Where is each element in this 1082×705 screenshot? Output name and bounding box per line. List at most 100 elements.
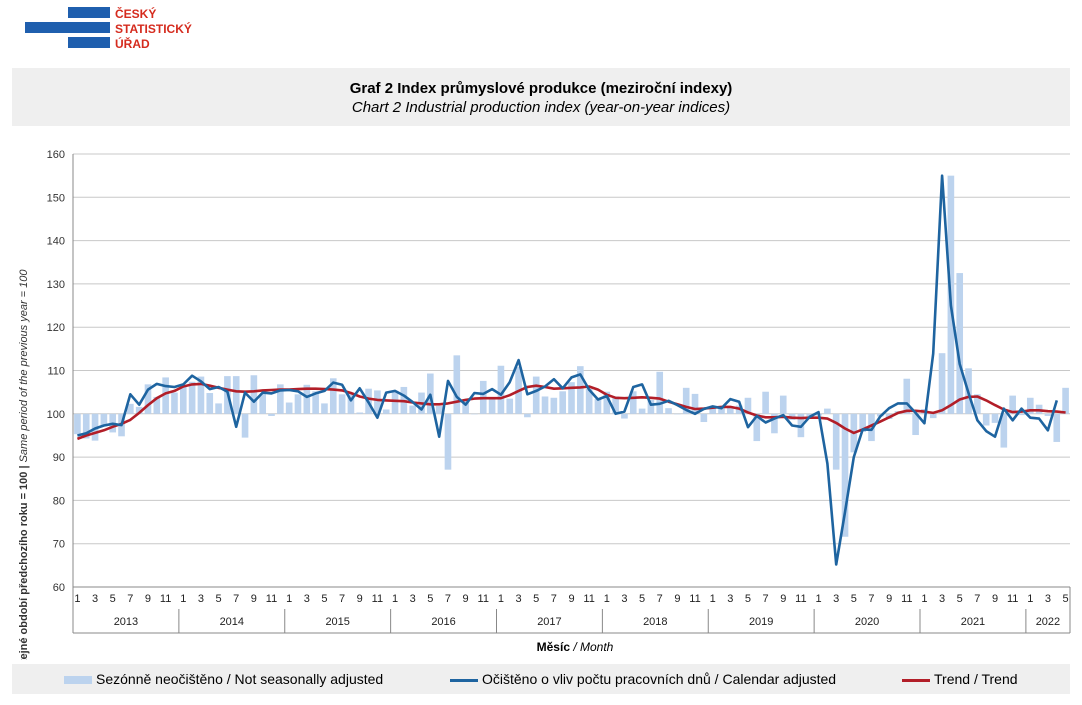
bar bbox=[197, 376, 205, 414]
year-label: 2020 bbox=[855, 616, 879, 628]
x-tick-label: 3 bbox=[410, 593, 416, 605]
bar bbox=[303, 384, 311, 414]
year-label: 2022 bbox=[1036, 616, 1060, 628]
x-tick-label: 3 bbox=[304, 593, 310, 605]
bar bbox=[841, 413, 849, 537]
bar bbox=[179, 385, 187, 414]
x-tick-label: 7 bbox=[233, 593, 239, 605]
y-tick-label: 130 bbox=[47, 279, 65, 291]
bar bbox=[497, 365, 505, 414]
bar bbox=[382, 409, 390, 414]
bar bbox=[629, 391, 637, 414]
bar bbox=[506, 398, 514, 414]
bar bbox=[612, 396, 619, 414]
bar bbox=[453, 355, 461, 414]
x-axis-label-cz: Měsíc bbox=[537, 640, 571, 654]
bar bbox=[771, 413, 778, 434]
bar bbox=[656, 371, 664, 414]
x-tick-label: 1 bbox=[1027, 593, 1033, 605]
x-tick-label: 11 bbox=[478, 593, 489, 605]
x-tick-label: 1 bbox=[710, 593, 716, 605]
bar bbox=[912, 413, 919, 436]
x-tick-label: 5 bbox=[533, 593, 539, 605]
bar bbox=[127, 403, 134, 414]
chart-subtitle: Chart 2 Industrial production index (yea… bbox=[351, 99, 731, 116]
bar bbox=[718, 406, 725, 414]
bar bbox=[806, 413, 814, 417]
logo-bar bbox=[25, 22, 110, 33]
year-label: 2016 bbox=[431, 616, 455, 628]
bar bbox=[435, 406, 443, 414]
bar bbox=[532, 376, 540, 414]
bar bbox=[753, 413, 761, 442]
x-tick-label: 7 bbox=[868, 593, 874, 605]
bar bbox=[956, 273, 964, 414]
y-axis-label-en: Same period of the previous year = 100 bbox=[18, 269, 30, 463]
trend-line bbox=[76, 382, 1066, 441]
x-tick-label: 7 bbox=[657, 593, 663, 605]
year-label: 2015 bbox=[325, 616, 349, 628]
x-tick-label: 11 bbox=[1007, 593, 1018, 605]
x-tick-label: 5 bbox=[851, 593, 857, 605]
bar bbox=[250, 375, 258, 414]
bar bbox=[162, 377, 169, 414]
bar bbox=[929, 413, 937, 419]
x-tick-label: 5 bbox=[639, 593, 645, 605]
calendar-adjusted-line bbox=[77, 174, 1059, 566]
bar bbox=[374, 390, 381, 414]
logo-bar bbox=[68, 37, 110, 48]
bar bbox=[938, 353, 946, 414]
bar bbox=[74, 413, 81, 435]
gridlines bbox=[73, 153, 1070, 588]
x-tick-label: 1 bbox=[921, 593, 927, 605]
line-series bbox=[76, 174, 1066, 566]
x-tick-label: 9 bbox=[674, 593, 680, 605]
bar bbox=[647, 399, 655, 414]
bar bbox=[82, 413, 90, 439]
year-label: 2021 bbox=[961, 616, 985, 628]
legend-swatch-bars bbox=[64, 676, 92, 685]
legend-label-bars: Sezónně neočištěno / Not seasonally adju… bbox=[96, 671, 384, 687]
bar bbox=[621, 413, 628, 419]
y-axis-label-cz: Stejné období předchozího roku = 100 | bbox=[18, 462, 30, 660]
x-tick-label: 1 bbox=[74, 593, 80, 605]
x-tick-label: 1 bbox=[392, 593, 398, 605]
chart-title: Graf 2 Index průmyslové produkce (meziro… bbox=[349, 80, 733, 97]
legend-item-bars: Sezónně neočištěno / Not seasonally adju… bbox=[64, 671, 383, 687]
x-tick-label: 9 bbox=[568, 593, 574, 605]
bar bbox=[577, 366, 584, 414]
x-tick-label: 1 bbox=[286, 593, 292, 605]
bar bbox=[903, 378, 911, 414]
bar bbox=[868, 413, 875, 442]
x-tick-label: 9 bbox=[992, 593, 998, 605]
x-tick-label: 7 bbox=[127, 593, 133, 605]
x-tick-label: 3 bbox=[515, 593, 521, 605]
bar bbox=[321, 403, 328, 414]
x-tick-label: 9 bbox=[251, 593, 257, 605]
bar bbox=[232, 376, 240, 414]
x-tick-label: 11 bbox=[372, 593, 383, 605]
y-axis-label: Stejné období předchozího roku = 100 | S… bbox=[18, 269, 30, 660]
x-tick-label: 7 bbox=[445, 593, 451, 605]
year-label: 2019 bbox=[749, 616, 773, 628]
y-tick-label: 150 bbox=[47, 192, 65, 204]
bar bbox=[674, 413, 681, 415]
legend-label-trend: Trend / Trend bbox=[934, 671, 1018, 687]
bar bbox=[329, 378, 337, 414]
x-tick-label: 3 bbox=[939, 593, 945, 605]
bar bbox=[1062, 387, 1069, 414]
x-tick-label: 11 bbox=[583, 593, 594, 605]
x-tick-label: 11 bbox=[266, 593, 277, 605]
x-tick-label: 3 bbox=[1045, 593, 1051, 605]
bar bbox=[215, 403, 222, 414]
legend-swatch-trend bbox=[902, 678, 930, 682]
bar bbox=[100, 413, 108, 427]
bar bbox=[762, 391, 769, 414]
bar bbox=[259, 393, 267, 414]
logo-text-line-2: STATISTICKÝ bbox=[115, 21, 192, 36]
bar bbox=[524, 413, 531, 418]
bar bbox=[709, 407, 716, 414]
bar bbox=[1053, 413, 1061, 442]
